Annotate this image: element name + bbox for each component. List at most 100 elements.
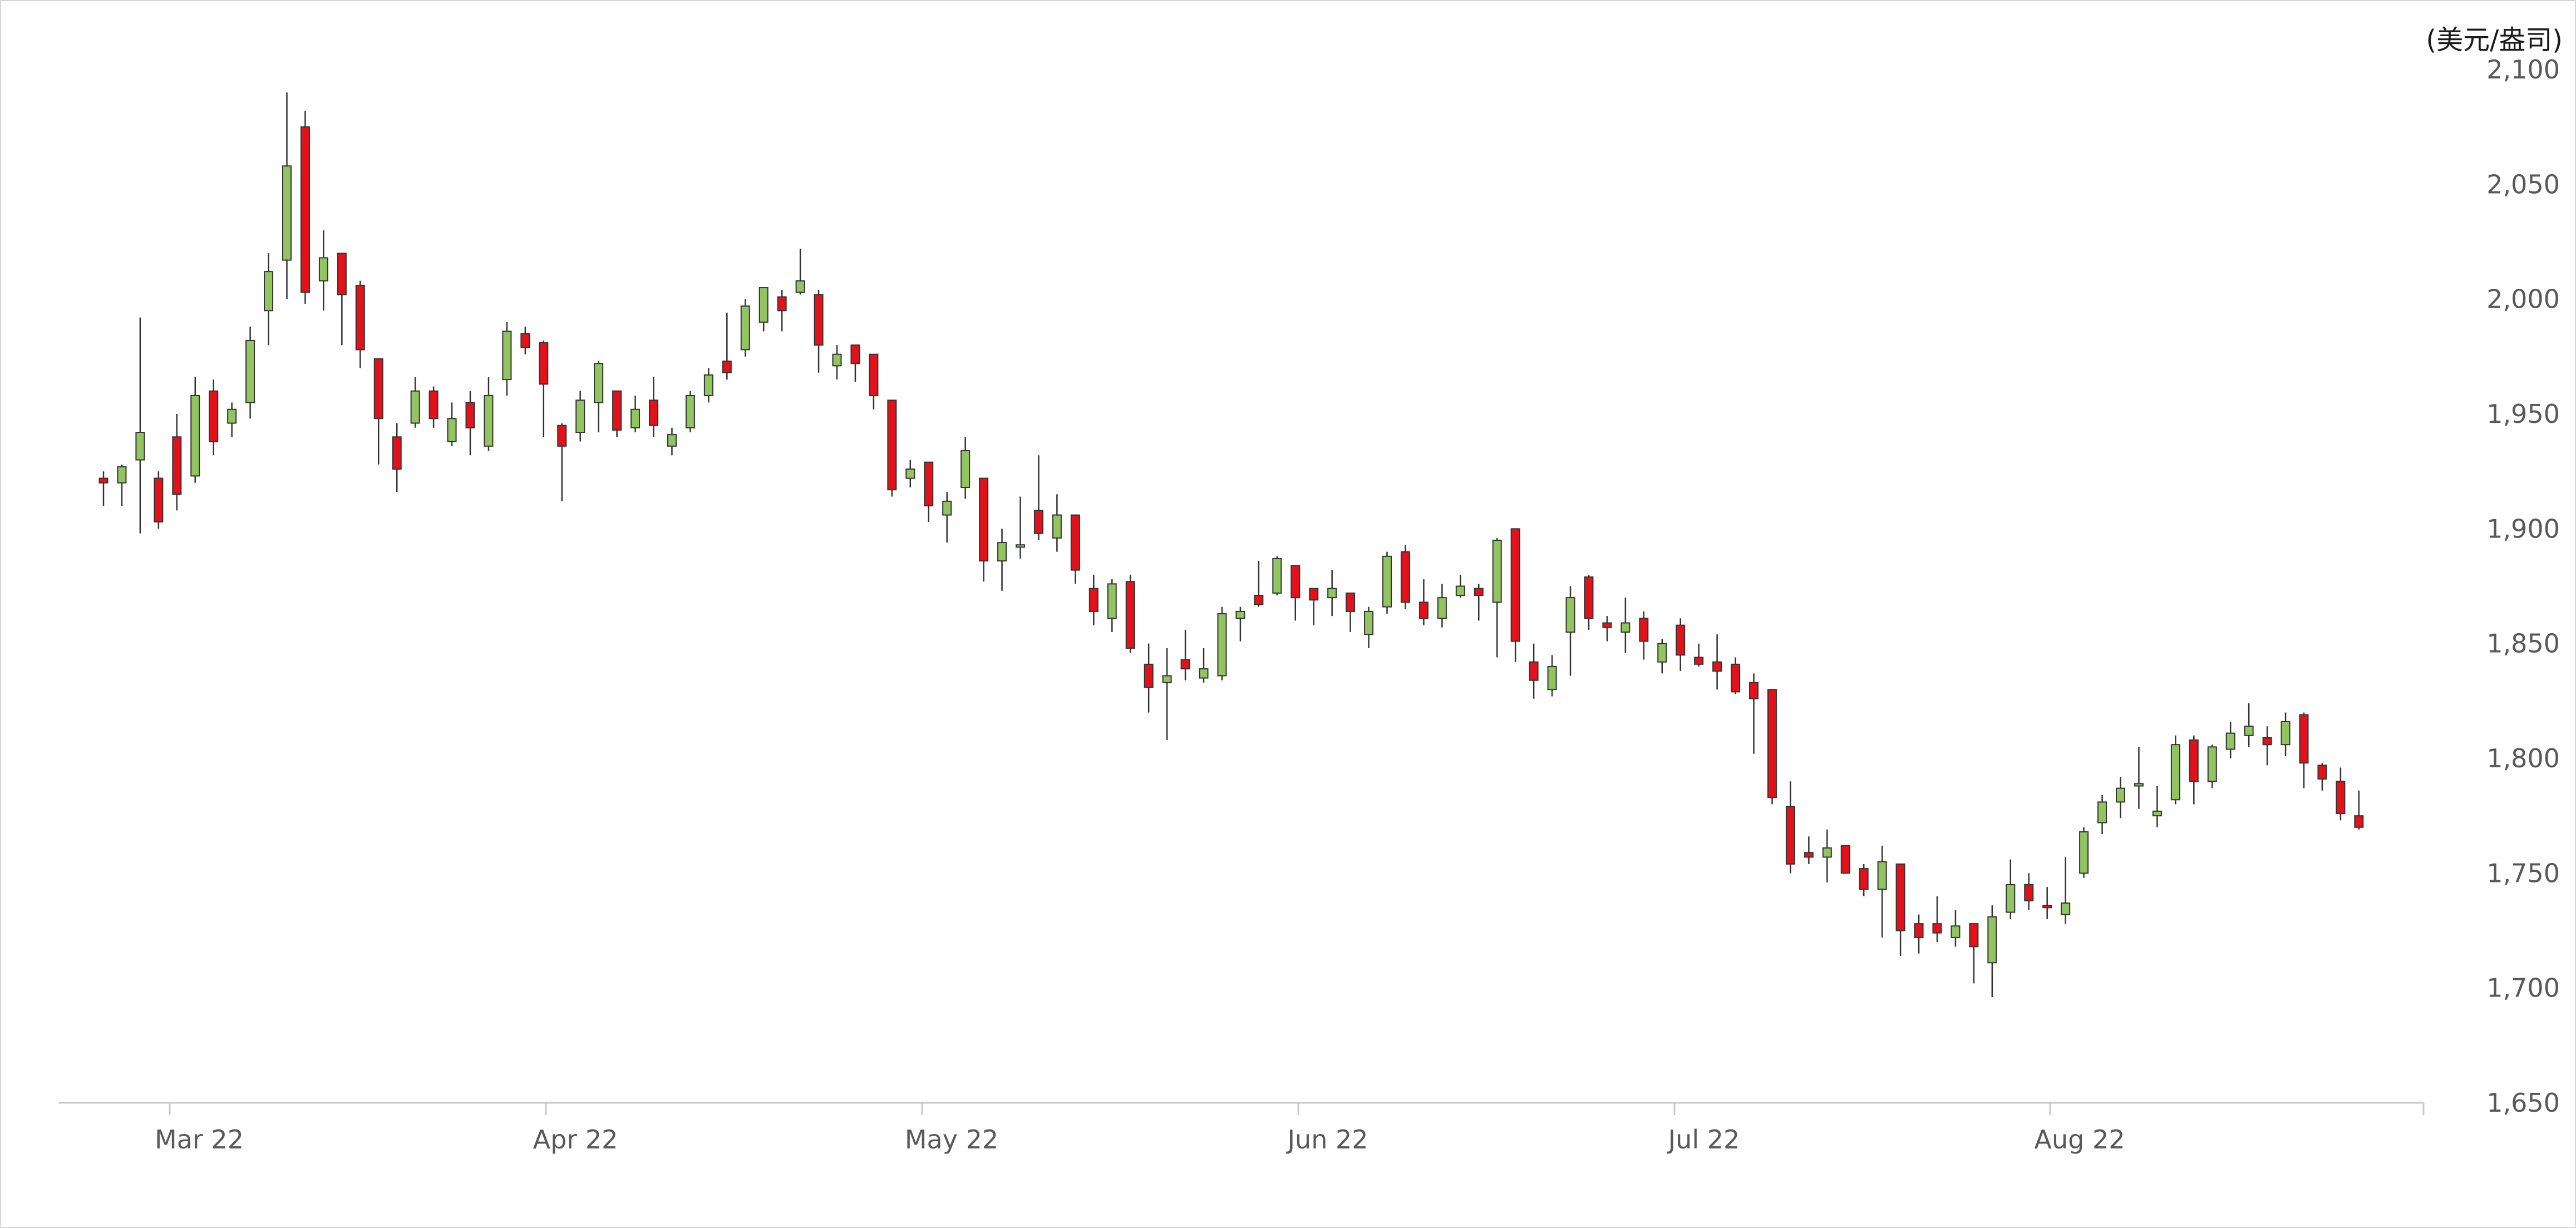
candle-body-down <box>1712 661 1722 672</box>
candle <box>1749 673 1759 754</box>
candle <box>135 317 145 534</box>
candle <box>1657 639 1667 674</box>
candle <box>1327 570 1337 617</box>
candle <box>1400 545 1410 609</box>
candle <box>1033 455 1043 540</box>
candle-body-down <box>1418 601 1429 619</box>
y-tick-label: 2,050 <box>2486 169 2560 199</box>
candle-body-up <box>961 450 971 489</box>
y-tick-group: 2,100 2,050 2,000 1,950 1,900 1,850 1,800 1,750… <box>2486 55 2560 1118</box>
candle-body-up <box>2134 783 2144 787</box>
candle <box>2189 735 2199 805</box>
candle <box>428 386 439 428</box>
candle <box>832 345 842 380</box>
candle-body-up <box>2116 787 2125 803</box>
candle <box>355 280 365 368</box>
candle-body-down <box>1346 592 1356 612</box>
candle-body-down <box>1804 852 1814 858</box>
candle-body-down <box>2042 905 2052 909</box>
candle <box>465 391 475 456</box>
candle-body-up <box>575 400 585 433</box>
candle <box>997 529 1007 591</box>
candle-body-up <box>1052 514 1062 539</box>
candle-body-up <box>795 280 805 293</box>
candle-body-down <box>1088 588 1099 612</box>
candle <box>924 461 934 522</box>
candle-body-up <box>2170 744 2180 801</box>
candle <box>575 391 585 442</box>
candle <box>447 402 457 446</box>
candle-body-down <box>2354 815 2364 828</box>
candle-body-down <box>814 294 824 346</box>
candle-body-down <box>1254 595 1264 605</box>
candle <box>1804 836 1814 864</box>
candle-body-down <box>2024 884 2034 901</box>
y-tick-label: 1,850 <box>2486 629 2560 659</box>
candle-body-up <box>135 432 145 461</box>
candle <box>1088 574 1099 625</box>
candle <box>1602 616 1612 642</box>
candle-body-up <box>1951 925 1961 938</box>
candle-body-down <box>612 390 622 431</box>
candle-body-up <box>905 468 915 479</box>
candle-body-up <box>703 374 713 396</box>
candle <box>1510 528 1520 662</box>
candle <box>2262 726 2272 766</box>
candle-body-down <box>392 436 402 470</box>
candle <box>209 379 219 456</box>
candle <box>1840 845 1850 874</box>
candle-body-up <box>1455 585 1465 596</box>
candle <box>2336 767 2346 821</box>
candle <box>631 395 641 433</box>
candle <box>154 471 164 529</box>
candle <box>667 427 677 456</box>
candle <box>264 253 274 346</box>
candle-body-down <box>1180 659 1190 670</box>
candle <box>685 391 695 433</box>
candle <box>1785 781 1795 874</box>
candle <box>337 253 347 346</box>
candle <box>887 400 897 497</box>
candle <box>2061 857 2071 924</box>
candle <box>1584 574 1594 630</box>
candle <box>392 423 402 492</box>
candle-body-up <box>117 466 127 484</box>
candle <box>869 353 879 410</box>
candle-body-down <box>2317 765 2327 780</box>
candle <box>2170 735 2180 805</box>
candle-body-up <box>740 305 750 351</box>
candle <box>227 402 237 437</box>
candle <box>2207 744 2217 788</box>
candle-body-down <box>172 436 182 495</box>
candle <box>2097 795 2107 835</box>
candle <box>1144 643 1154 713</box>
candle <box>1235 606 1245 642</box>
candle-body-up <box>1272 558 1282 594</box>
candle <box>1052 494 1062 552</box>
candle <box>1969 923 1979 984</box>
candle-body-up <box>1016 544 1025 548</box>
x-tick-label: Jun 22 <box>1285 1125 1368 1155</box>
candle-body-up <box>264 271 274 312</box>
candle-body-down <box>1033 510 1043 534</box>
candle <box>1639 611 1649 660</box>
candle <box>1932 896 1942 943</box>
candle-body-down <box>1474 588 1484 596</box>
candle-body-down <box>2336 781 2346 815</box>
candle-body-down <box>520 333 530 348</box>
candle-body-down <box>1144 663 1154 688</box>
candle-body-up <box>2061 902 2071 915</box>
candle-body-up <box>685 394 695 428</box>
candle-body-up <box>594 363 604 403</box>
candle-body-down <box>1676 624 1686 656</box>
candle <box>2116 777 2125 818</box>
candle <box>520 327 530 354</box>
y-tick-label: 2,100 <box>2486 55 2560 85</box>
candle <box>1070 514 1080 584</box>
candle-body-down <box>1125 581 1135 649</box>
candle <box>740 299 750 357</box>
candle <box>245 327 255 419</box>
candle-body-down <box>1529 661 1539 681</box>
candle <box>1914 914 1924 954</box>
